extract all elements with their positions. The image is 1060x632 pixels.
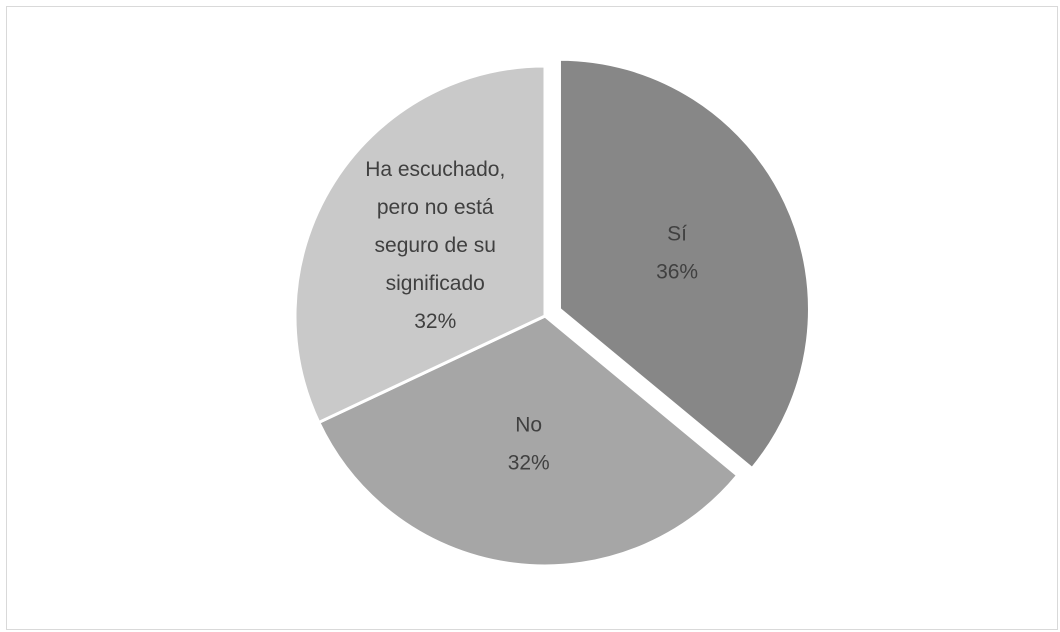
pie-slice-1 (557, 57, 811, 471)
slice-category-label: Ha escuchado, (365, 158, 505, 181)
data-label-1: Sí 36% (656, 222, 698, 283)
data-label-3: Ha escuchado, pero no está seguro de su sig… (365, 158, 505, 333)
slice-category-label: seguro de su (375, 234, 496, 257)
slice-category-label: pero no está (377, 196, 494, 219)
slice-category-label: significado (386, 272, 485, 295)
slice-category-label: No (515, 414, 542, 437)
slice-percent-label: 32% (508, 452, 550, 475)
slice-category-label: Sí (667, 222, 687, 245)
slice-percent-label: 36% (656, 260, 698, 283)
pie-slice-3 (293, 64, 547, 424)
slice-percent-label: 32% (414, 310, 456, 333)
pie-slice-2 (317, 314, 740, 568)
data-label-2: No 32% (508, 414, 550, 475)
